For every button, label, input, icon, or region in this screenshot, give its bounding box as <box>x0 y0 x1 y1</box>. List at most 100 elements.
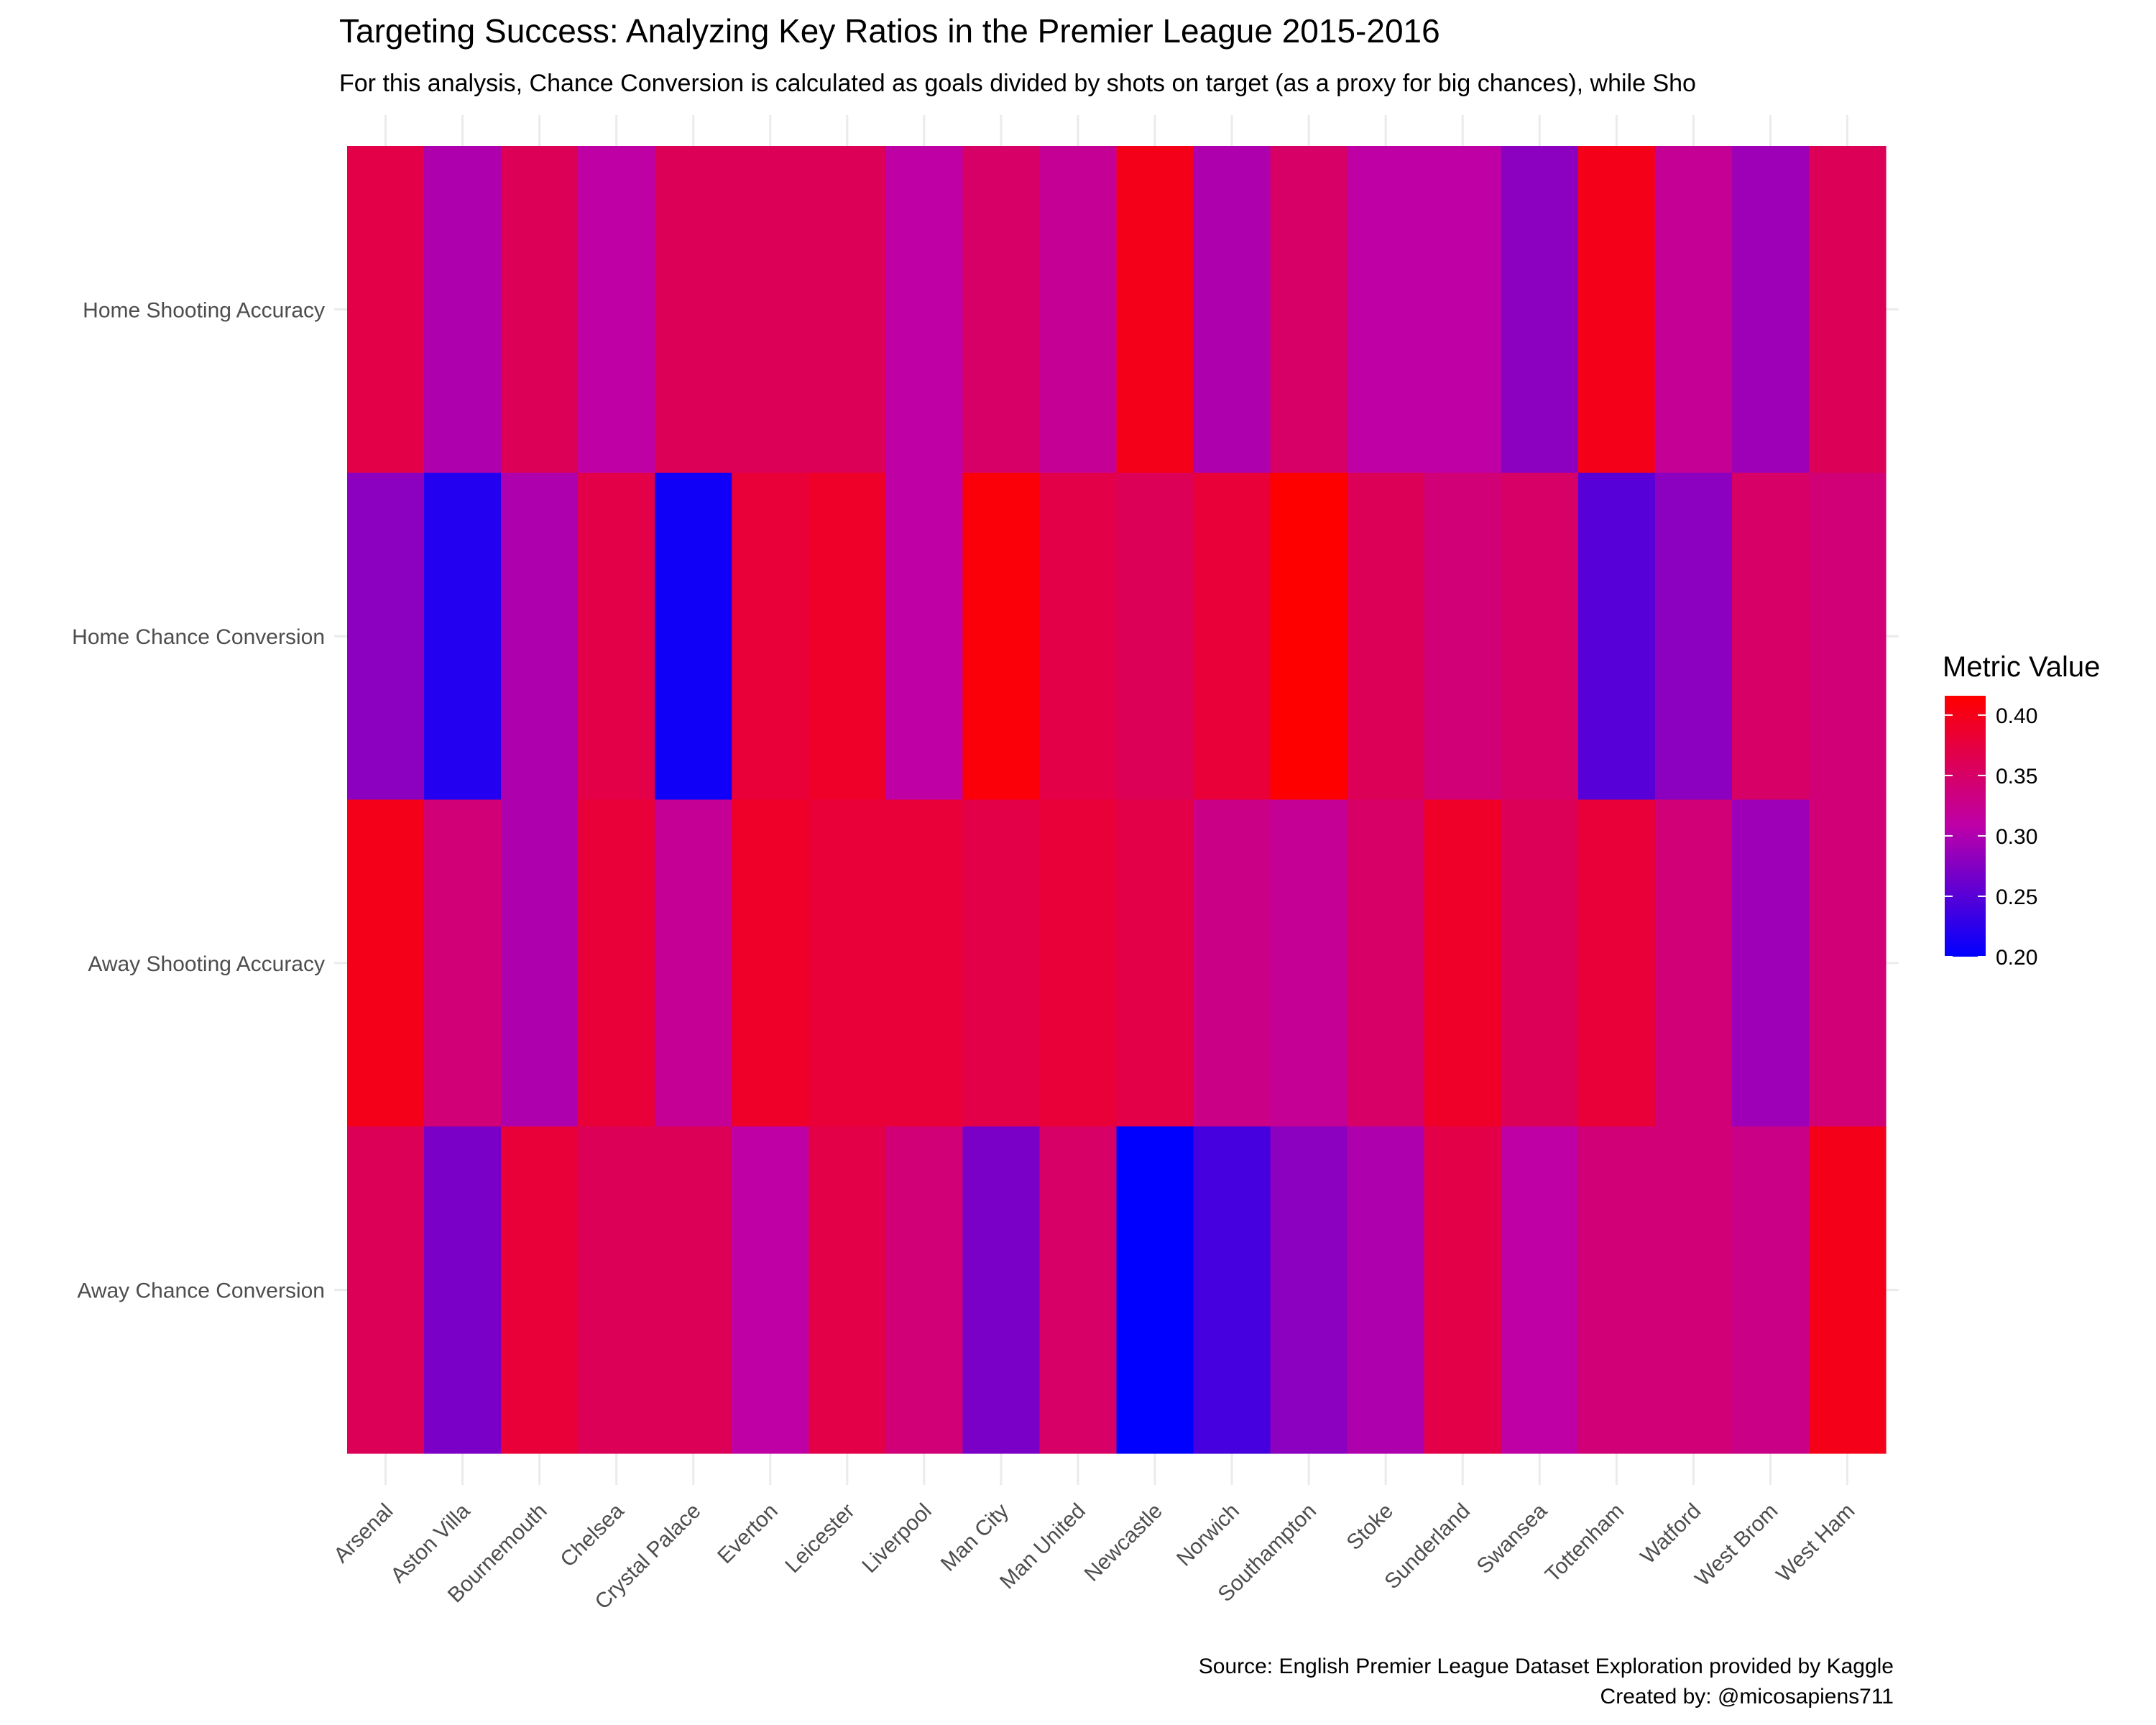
heatmap-cell: Newcastle / Home Shooting Accuracy: 0.4 <box>1116 146 1194 474</box>
heatmap-cell: Sunderland / Home Chance Conversion: 0.3… <box>1424 472 1502 801</box>
heatmap-cell: Swansea / Home Chance Conversion: 0.35 <box>1501 472 1579 801</box>
heatmap-cell: Southampton / Home Shooting Accuracy: 0.… <box>1270 146 1348 474</box>
heatmap-cell: West Brom / Away Chance Conversion: 0.33 <box>1731 1126 1810 1454</box>
heatmap-cell: Norwich / Home Shooting Accuracy: 0.3 <box>1193 146 1271 474</box>
heatmap-cell: Everton / Home Shooting Accuracy: 0.36 <box>732 146 809 474</box>
color-legend: Metric Value 0.20 0.25 0.30 0.35 0.40 <box>1943 651 2100 970</box>
legend-tick-label: 0.35 <box>1996 765 2037 788</box>
heatmap-cell: Man City / Away Shooting Accuracy: 0.37 <box>962 799 1041 1127</box>
x-tick-label: West Ham <box>1772 1499 1859 1587</box>
heatmap-cell: Man City / Home Chance Conversion: 0.41 <box>962 472 1041 801</box>
heatmap-cell: Swansea / Away Shooting Accuracy: 0.36 <box>1501 799 1579 1127</box>
heatmap-cell: West Ham / Away Shooting Accuracy: 0.34 <box>1808 799 1886 1127</box>
legend-ticks: 0.20 0.25 0.30 0.35 0.40 <box>1945 704 2037 970</box>
heatmap-cell: Everton / Away Chance Conversion: 0.31 <box>732 1126 809 1454</box>
heatmap-cell: Liverpool / Away Shooting Accuracy: 0.38 <box>885 799 963 1127</box>
heatmap-cell: Newcastle / Away Chance Conversion: 0.2 <box>1116 1126 1194 1454</box>
heatmap-cell: Liverpool / Home Chance Conversion: 0.31 <box>885 472 963 801</box>
heatmap-cell: Norwich / Home Chance Conversion: 0.38 <box>1193 472 1271 801</box>
heatmap-cell: Watford / Home Chance Conversion: 0.28 <box>1654 472 1733 801</box>
heatmap-cell: Norwich / Away Chance Conversion: 0.24 <box>1193 1126 1271 1454</box>
heatmap-cell: Crystal Palace / Away Shooting Accuracy:… <box>655 799 732 1127</box>
x-tick-label: Swansea <box>1473 1499 1552 1578</box>
heatmap-cell: Man United / Home Shooting Accuracy: 0.3… <box>1039 146 1118 474</box>
heatmap-cell: West Ham / Home Shooting Accuracy: 0.36 <box>1808 146 1886 474</box>
heatmap-cell: Arsenal / Away Shooting Accuracy: 0.4 <box>347 799 425 1127</box>
caption-source: Source: English Premier League Dataset E… <box>1199 1655 1894 1678</box>
heatmap-cell: Norwich / Away Shooting Accuracy: 0.33 <box>1193 799 1271 1127</box>
y-tick-label: Away Chance Conversion <box>77 1279 325 1303</box>
heatmap-cell: Aston Villa / Away Chance Conversion: 0.… <box>424 1126 502 1454</box>
heatmap-cell: Watford / Home Shooting Accuracy: 0.32 <box>1654 146 1733 474</box>
x-tick-label: Leicester <box>780 1499 859 1578</box>
heatmap-cell: Arsenal / Home Shooting Accuracy: 0.37 <box>347 146 425 474</box>
heatmap-cell: Crystal Palace / Home Shooting Accuracy:… <box>655 146 732 474</box>
legend-title: Metric Value <box>1943 651 2100 683</box>
heatmap-cell: Watford / Away Chance Conversion: 0.34 <box>1654 1126 1733 1454</box>
y-axis: Home Shooting Accuracy Home Chance Conver… <box>72 298 325 1302</box>
chart-title: Targeting Success: Analyzing Key Ratios … <box>339 12 1440 50</box>
heatmap-cell: Crystal Palace / Away Chance Conversion:… <box>655 1126 732 1454</box>
colorbar <box>1945 696 1986 957</box>
heatmap-cell: Liverpool / Home Shooting Accuracy: 0.31 <box>885 146 963 474</box>
heatmap-cell: Sunderland / Home Shooting Accuracy: 0.3… <box>1424 146 1502 474</box>
heatmap-cell: Bournemouth / Away Shooting Accuracy: 0.… <box>501 799 579 1127</box>
heatmap-cell: Stoke / Home Shooting Accuracy: 0.31 <box>1347 146 1425 474</box>
heatmap-cell: Man City / Away Chance Conversion: 0.27 <box>962 1126 1041 1454</box>
heatmap-cell: Arsenal / Away Chance Conversion: 0.36 <box>347 1126 425 1454</box>
heatmap-cell: Man United / Away Shooting Accuracy: 0.3… <box>1039 799 1118 1127</box>
heatmap-cell: Chelsea / Home Shooting Accuracy: 0.31 <box>578 146 655 474</box>
heatmap-cell: West Brom / Home Chance Conversion: 0.35 <box>1731 472 1810 801</box>
x-tick-label: Chelsea <box>556 1499 628 1571</box>
legend-tick-label: 0.30 <box>1996 825 2037 849</box>
heatmap-cell: Chelsea / Home Chance Conversion: 0.37 <box>578 472 655 801</box>
x-tick-label: Everton <box>713 1499 782 1568</box>
y-tick-label: Home Shooting Accuracy <box>83 298 325 322</box>
heatmap-cell: Sunderland / Away Shooting Accuracy: 0.3… <box>1424 799 1502 1127</box>
heatmap-cell: Swansea / Away Chance Conversion: 0.31 <box>1501 1126 1579 1454</box>
heatmap-cell: Sunderland / Away Chance Conversion: 0.3… <box>1424 1126 1502 1454</box>
heatmap-cell: Southampton / Home Chance Conversion: 0.… <box>1270 472 1348 801</box>
heatmap-cell: Aston Villa / Home Chance Conversion: 0.… <box>424 472 502 801</box>
heatmap-cell: Tottenham / Home Chance Conversion: 0.25 <box>1577 472 1656 801</box>
x-tick-label: Liverpool <box>857 1499 936 1578</box>
x-tick-label: Tottenham <box>1541 1499 1628 1587</box>
heatmap-cell: West Brom / Away Shooting Accuracy: 0.29 <box>1731 799 1810 1127</box>
heatmap-cell: Crystal Palace / Home Chance Conversion:… <box>655 472 732 801</box>
heatmap-cell: Southampton / Away Shooting Accuracy: 0.… <box>1270 799 1348 1127</box>
heatmap-cell: Everton / Away Shooting Accuracy: 0.39 <box>732 799 809 1127</box>
heatmap-cell: Man United / Home Chance Conversion: 0.3… <box>1039 472 1118 801</box>
y-tick-label: Away Shooting Accuracy <box>88 952 325 976</box>
heatmap-cell: Stoke / Home Chance Conversion: 0.36 <box>1347 472 1425 801</box>
legend-tick-label: 0.40 <box>1996 704 2037 728</box>
x-tick-label: Norwich <box>1172 1499 1244 1571</box>
x-tick-label: Stoke <box>1342 1499 1399 1555</box>
heatmap-cell: Tottenham / Home Shooting Accuracy: 0.4 <box>1577 146 1656 474</box>
heatmap-cell: West Ham / Away Chance Conversion: 0.4 <box>1808 1126 1886 1454</box>
heatmap-cell: Southampton / Away Chance Conversion: 0.… <box>1270 1126 1348 1454</box>
heatmap-cell: Leicester / Home Chance Conversion: 0.39 <box>808 472 886 801</box>
heatmap-cell: Tottenham / Away Chance Conversion: 0.34 <box>1577 1126 1656 1454</box>
heatmap-cell: Stoke / Away Chance Conversion: 0.3 <box>1347 1126 1425 1454</box>
legend-tick-label: 0.20 <box>1996 946 2037 970</box>
heatmap-cell: West Ham / Home Chance Conversion: 0.34 <box>1808 472 1886 801</box>
heatmap-cell: Leicester / Home Shooting Accuracy: 0.36 <box>808 146 886 474</box>
heatmap-cell: Aston Villa / Home Shooting Accuracy: 0.… <box>424 146 502 474</box>
heatmap-cell: Stoke / Away Shooting Accuracy: 0.35 <box>1347 799 1425 1127</box>
heatmap-cell: Bournemouth / Home Shooting Accuracy: 0.… <box>501 146 579 474</box>
heatmap-cell: Newcastle / Away Shooting Accuracy: 0.37 <box>1116 799 1194 1127</box>
y-tick-label: Home Chance Conversion <box>72 625 325 649</box>
heatmap-cell: Aston Villa / Away Shooting Accuracy: 0.… <box>424 799 502 1127</box>
heatmap-cells: Arsenal / Home Shooting Accuracy: 0.37As… <box>347 146 1886 1454</box>
chart-subtitle: For this analysis, Chance Conversion is … <box>339 70 1696 97</box>
heatmap-cell: West Brom / Home Shooting Accuracy: 0.29 <box>1731 146 1810 474</box>
heatmap-cell: Leicester / Away Shooting Accuracy: 0.38 <box>808 799 886 1127</box>
x-tick-label: Man City <box>936 1499 1013 1576</box>
heatmap-cell: Leicester / Away Chance Conversion: 0.37 <box>808 1126 886 1454</box>
heatmap-cell: Tottenham / Away Shooting Accuracy: 0.38 <box>1577 799 1656 1127</box>
heatmap-cell: Newcastle / Home Chance Conversion: 0.36 <box>1116 472 1194 801</box>
caption-credit: Created by: @micosapiens711 <box>1600 1685 1894 1708</box>
legend-tick-label: 0.25 <box>1996 886 2037 909</box>
